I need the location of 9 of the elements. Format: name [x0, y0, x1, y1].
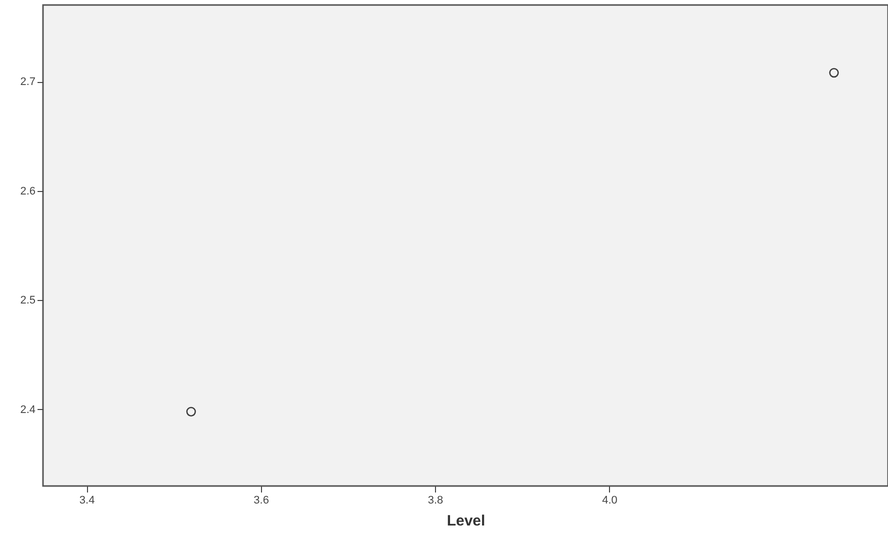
y-tick-label: 2.6	[20, 185, 36, 198]
x-tick-label: 3.8	[428, 494, 444, 506]
x-tick-label: 3.6	[254, 494, 269, 506]
y-tick-label: 2.7	[20, 76, 36, 88]
x-tick-label: 4.0	[602, 494, 618, 506]
y-tick-label: 2.4	[20, 404, 36, 416]
x-tick-label: 3.4	[79, 494, 95, 506]
x-axis-title: Level	[446, 512, 486, 530]
y-tick-label: 2.5	[20, 294, 36, 307]
